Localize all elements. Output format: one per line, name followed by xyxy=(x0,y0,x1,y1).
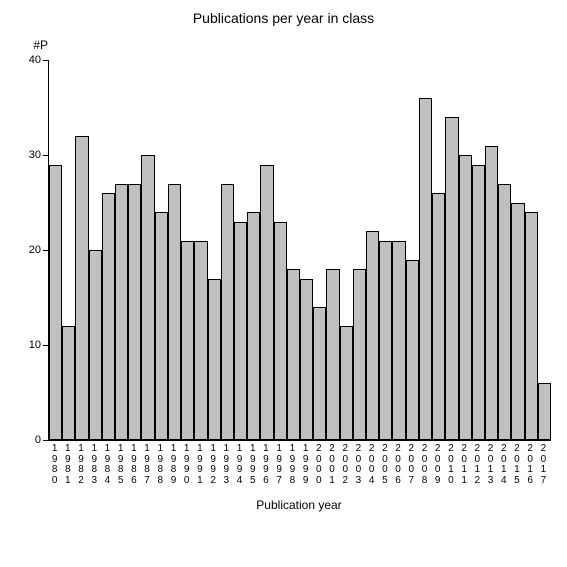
x-tick-label: 1 9 8 6 xyxy=(127,444,140,486)
bar xyxy=(168,184,181,441)
bar xyxy=(445,117,458,440)
x-tick-label: 1 9 8 3 xyxy=(88,444,101,486)
x-tick-label: 2 0 1 4 xyxy=(497,444,510,486)
x-tick-label: 2 0 1 0 xyxy=(444,444,457,486)
bar xyxy=(419,98,432,440)
bar xyxy=(274,222,287,441)
bar xyxy=(260,165,273,441)
y-tick-label: 0 xyxy=(13,434,41,446)
x-tick-label: 2 0 1 5 xyxy=(510,444,523,486)
bar xyxy=(366,231,379,440)
bar xyxy=(49,165,62,441)
y-tick-mark xyxy=(43,60,48,61)
x-tick-label: 1 9 9 0 xyxy=(180,444,193,486)
x-tick-label: 1 9 9 2 xyxy=(207,444,220,486)
x-tick-label: 2 0 0 0 xyxy=(312,444,325,486)
bar xyxy=(115,184,128,441)
bar xyxy=(234,222,247,441)
x-tick-label: 2 0 0 5 xyxy=(378,444,391,486)
y-tick-mark xyxy=(43,155,48,156)
bar xyxy=(326,269,339,440)
y-tick-mark xyxy=(43,345,48,346)
x-tick-label: 2 0 1 2 xyxy=(471,444,484,486)
x-tick-label: 1 9 8 2 xyxy=(74,444,87,486)
bar xyxy=(340,326,353,440)
x-tick-label: 1 9 9 3 xyxy=(220,444,233,486)
y-axis-label: #P xyxy=(18,38,48,52)
bar xyxy=(353,269,366,440)
x-tick-label: 2 0 0 9 xyxy=(431,444,444,486)
x-tick-label: 2 0 0 7 xyxy=(405,444,418,486)
y-tick-label: 10 xyxy=(13,339,41,351)
x-tick-label: 1 9 9 9 xyxy=(299,444,312,486)
chart-title: Publications per year in class xyxy=(0,10,567,26)
y-tick-label: 20 xyxy=(13,244,41,256)
x-tick-label: 2 0 1 7 xyxy=(537,444,550,486)
x-tick-label: 1 9 9 1 xyxy=(193,444,206,486)
bar xyxy=(247,212,260,440)
x-tick-label: 2 0 0 2 xyxy=(339,444,352,486)
x-tick-label: 1 9 8 0 xyxy=(48,444,61,486)
bar xyxy=(194,241,207,441)
bar xyxy=(287,269,300,440)
x-axis-label: Publication year xyxy=(48,498,550,512)
x-tick-label: 2 0 0 1 xyxy=(325,444,338,486)
bar xyxy=(538,383,551,440)
y-tick-mark xyxy=(43,440,48,441)
bar xyxy=(498,184,511,441)
x-tick-label: 2 0 0 6 xyxy=(391,444,404,486)
x-tick-label: 1 9 9 5 xyxy=(246,444,259,486)
bar xyxy=(379,241,392,441)
x-tick-label: 1 9 9 4 xyxy=(233,444,246,486)
y-tick-label: 40 xyxy=(13,54,41,66)
x-tick-label: 1 9 8 8 xyxy=(154,444,167,486)
x-tick-label: 1 9 8 1 xyxy=(61,444,74,486)
bar xyxy=(472,165,485,441)
x-tick-label: 1 9 8 4 xyxy=(101,444,114,486)
bar xyxy=(459,155,472,440)
x-tick-label: 1 9 8 5 xyxy=(114,444,127,486)
x-tick-label: 1 9 9 7 xyxy=(273,444,286,486)
bar xyxy=(406,260,419,441)
bar xyxy=(300,279,313,441)
bar xyxy=(62,326,75,440)
bar xyxy=(221,184,234,441)
chart-container: Publications per year in class #P Public… xyxy=(0,0,567,567)
bar xyxy=(485,146,498,441)
bar xyxy=(89,250,102,440)
bar xyxy=(75,136,88,440)
bar xyxy=(155,212,168,440)
x-tick-label: 1 9 8 7 xyxy=(140,444,153,486)
bar xyxy=(141,155,154,440)
bar xyxy=(392,241,405,441)
x-tick-label: 1 9 8 9 xyxy=(167,444,180,486)
bar xyxy=(181,241,194,441)
bar xyxy=(432,193,445,440)
x-tick-label: 2 0 1 1 xyxy=(458,444,471,486)
bar xyxy=(313,307,326,440)
x-tick-label: 2 0 1 3 xyxy=(484,444,497,486)
bar xyxy=(128,184,141,441)
x-tick-label: 2 0 1 6 xyxy=(524,444,537,486)
x-tick-label: 1 9 9 8 xyxy=(286,444,299,486)
y-tick-mark xyxy=(43,250,48,251)
x-tick-label: 2 0 0 4 xyxy=(365,444,378,486)
x-tick-label: 2 0 0 3 xyxy=(352,444,365,486)
bar xyxy=(511,203,524,441)
bar xyxy=(208,279,221,441)
bar xyxy=(525,212,538,440)
bar xyxy=(102,193,115,440)
x-tick-label: 1 9 9 6 xyxy=(259,444,272,486)
plot-area xyxy=(48,60,551,441)
y-tick-label: 30 xyxy=(13,149,41,161)
x-tick-label: 2 0 0 8 xyxy=(418,444,431,486)
